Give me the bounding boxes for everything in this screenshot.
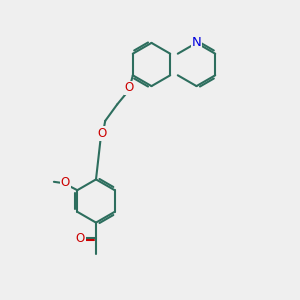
Text: O: O <box>76 232 85 245</box>
Text: O: O <box>98 127 107 140</box>
Text: O: O <box>124 81 134 94</box>
Text: O: O <box>61 176 70 190</box>
Text: N: N <box>192 36 201 50</box>
